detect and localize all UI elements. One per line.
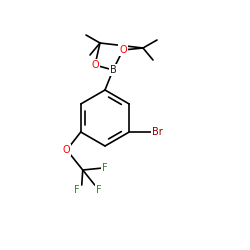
Text: O: O: [91, 60, 99, 70]
Text: F: F: [74, 185, 80, 195]
Text: O: O: [119, 45, 127, 55]
Text: O: O: [63, 145, 70, 155]
Text: Br: Br: [152, 127, 162, 137]
Text: F: F: [96, 185, 102, 195]
Text: F: F: [102, 163, 108, 173]
Text: B: B: [110, 65, 116, 75]
